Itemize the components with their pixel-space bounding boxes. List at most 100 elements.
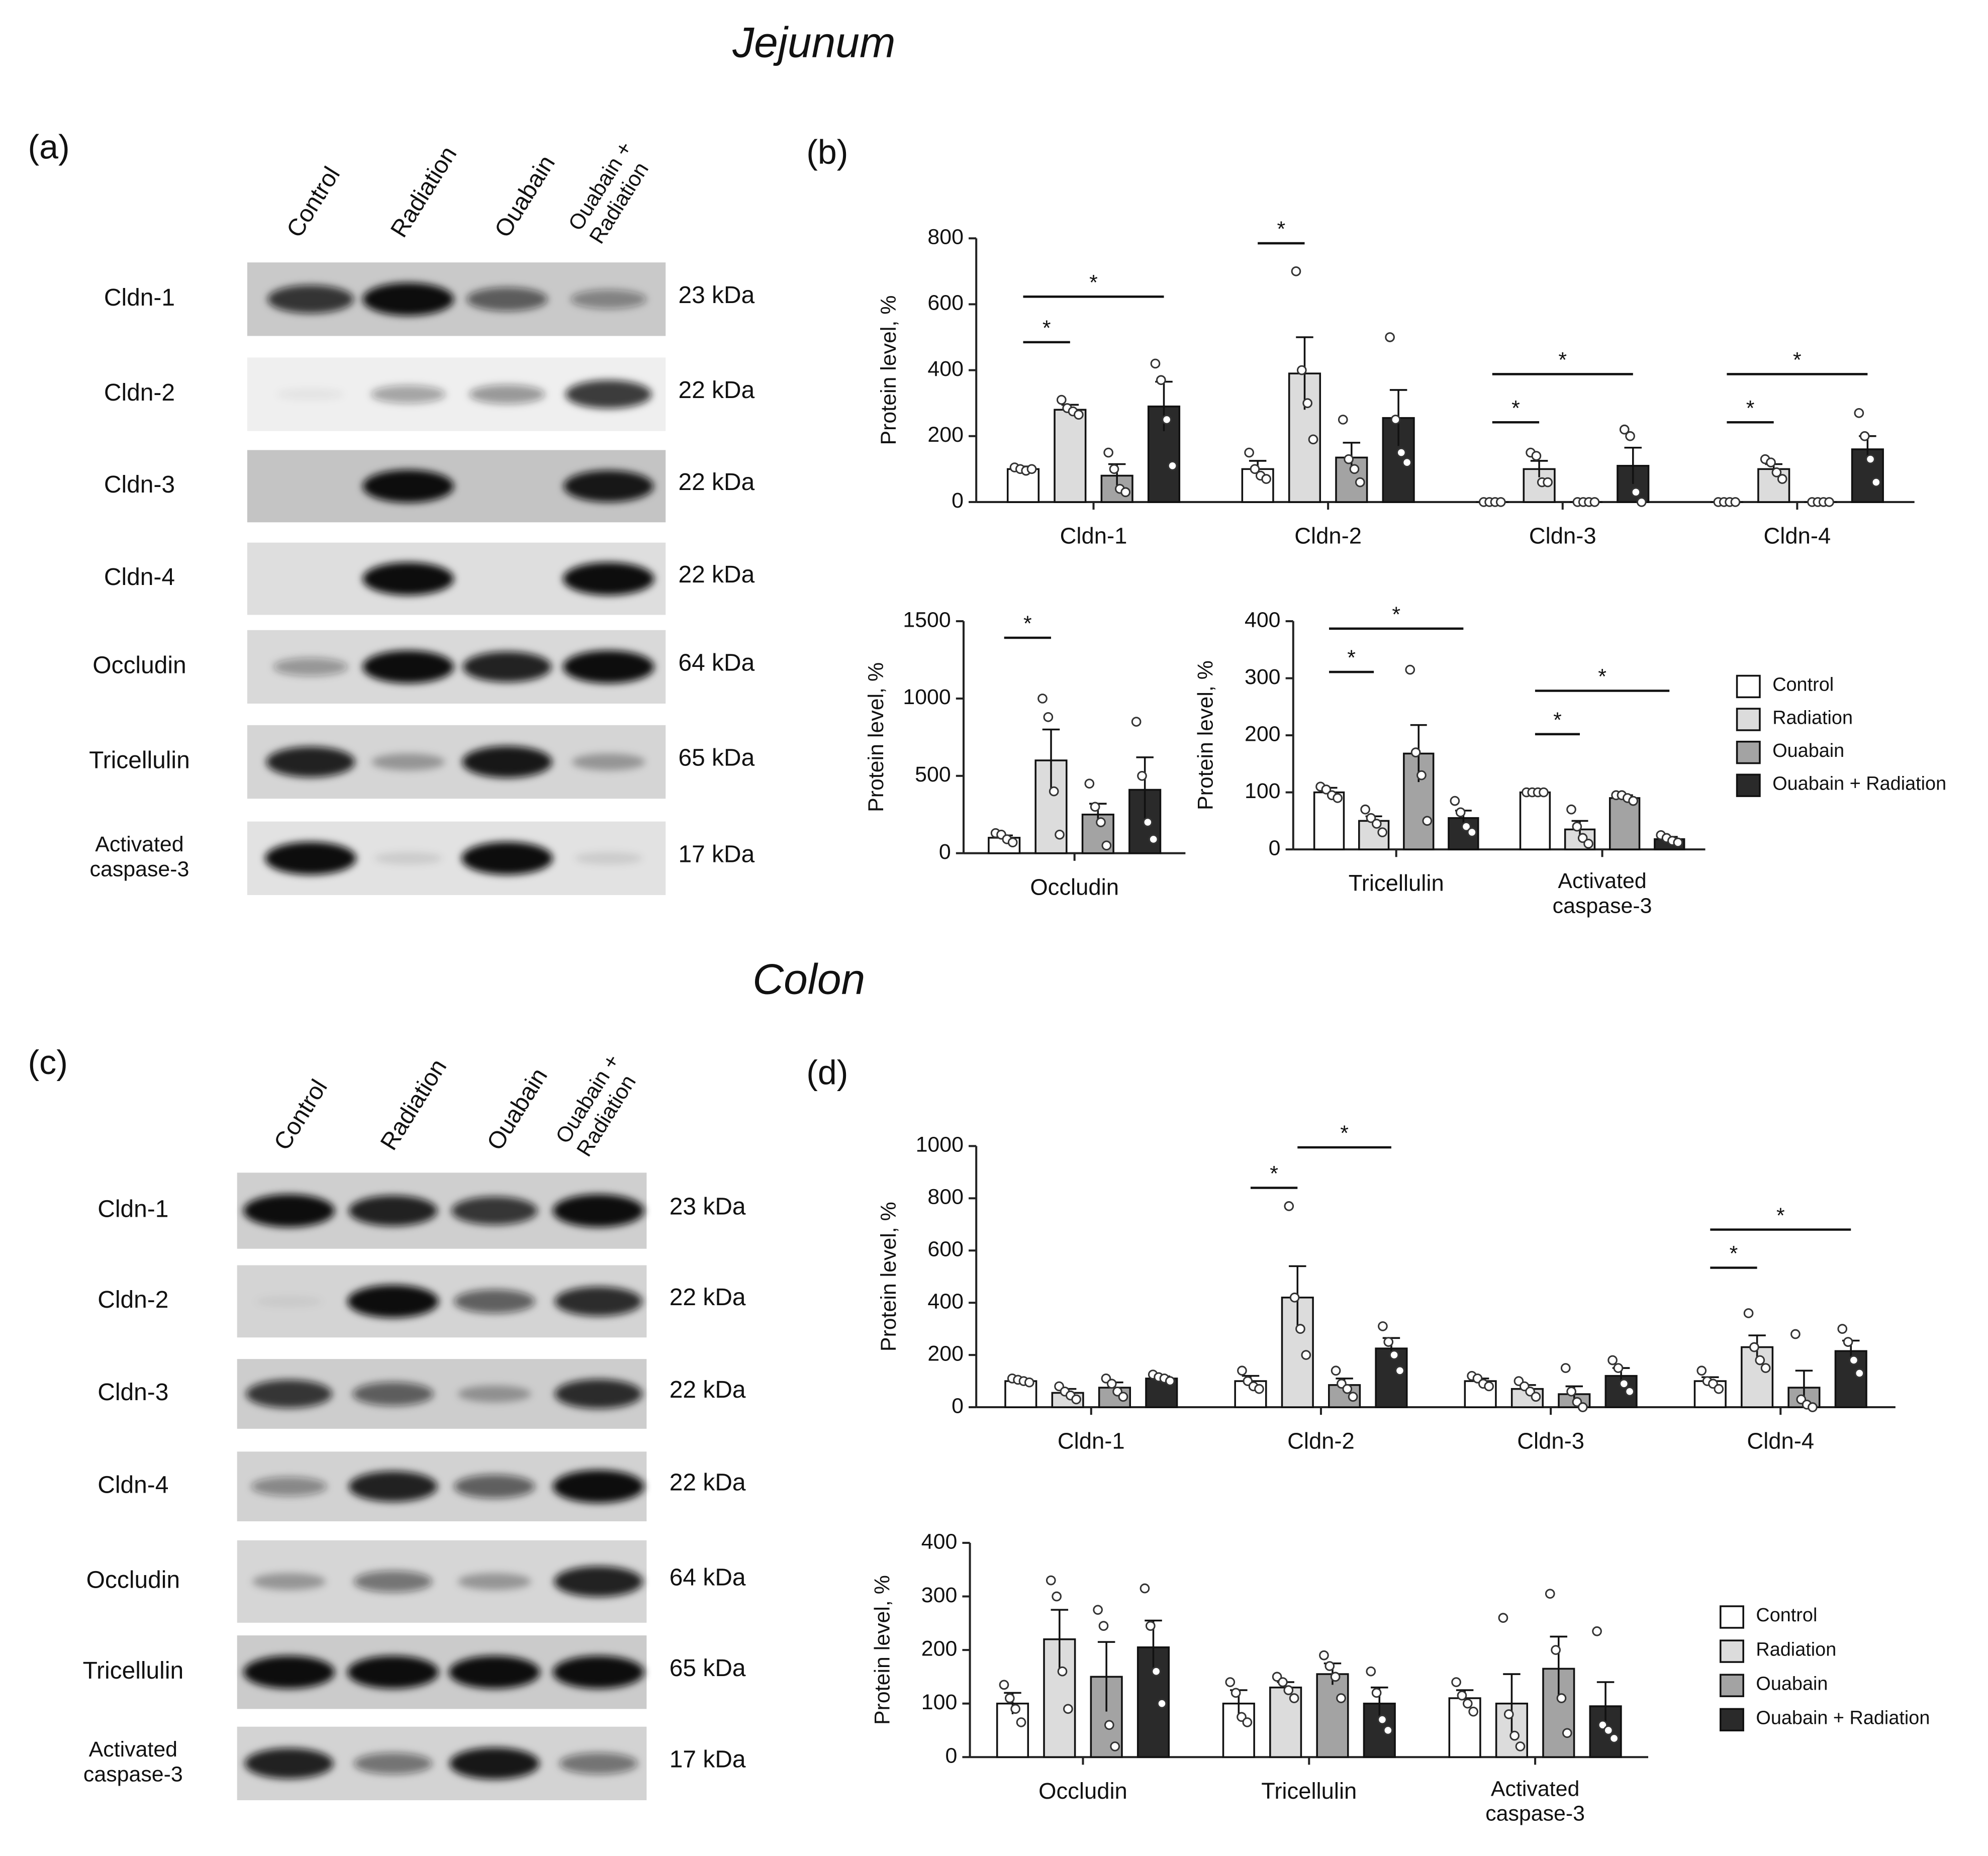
data-point [1760,1363,1771,1373]
y-tick-label: 0 [939,840,951,864]
blot-band [565,380,652,409]
blot-band [243,1655,335,1689]
bar [1316,1673,1349,1759]
protein-label: Occludin [86,1567,180,1594]
data-point [1566,804,1576,815]
data-point [1461,821,1471,832]
size-label: 22 kDa [670,1469,746,1496]
blot-band [353,1752,433,1775]
x-tick-label: Occludin [1030,874,1119,900]
data-point [1422,816,1433,826]
data-point [1056,395,1067,405]
data-point [1377,1714,1387,1725]
y-tick-label: 100 [921,1690,958,1714]
data-point [1296,365,1307,375]
data-point [1010,1704,1021,1714]
data-point [1254,1384,1264,1394]
legend-label: Ouabain [1772,740,1844,761]
data-point [1696,1365,1707,1376]
data-point [1457,1690,1467,1701]
data-point [1865,454,1875,464]
data-point [1261,474,1272,484]
data-point [1101,840,1112,851]
y-tick-label: 200 [927,423,964,447]
blot-band [461,841,553,875]
blot-band [462,746,552,778]
legend-swatch [1720,1674,1744,1697]
x-tick-label: Cldn-2 [1287,1428,1355,1454]
blot-band [266,746,355,777]
data-point [1331,1365,1341,1376]
size-label: 17 kDa [678,841,754,867]
data-point [1771,467,1782,477]
protein-label: Cldn-1 [104,284,175,311]
section-title: Colon [752,955,865,1004]
data-point [1291,266,1301,276]
size-label: 23 kDa [670,1194,746,1220]
data-point [1037,694,1048,704]
data-point [1843,1337,1853,1347]
data-point [1531,451,1542,461]
legend-swatch [1720,1639,1744,1663]
data-point [1046,1575,1056,1586]
y-tick-label: 100 [1245,779,1281,803]
legend-label: Control [1772,674,1834,696]
y-tick-label: 0 [1269,836,1281,860]
blot-band [267,285,354,314]
data-point [1302,398,1312,409]
legend-swatch [1720,1708,1744,1732]
data-point [1871,477,1881,487]
data-point [1338,415,1348,425]
data-point [1383,1725,1393,1735]
data-point [1390,415,1401,425]
blot-band [453,1289,535,1314]
x-tick-label: Cldn-2 [1294,523,1362,549]
data-point [1515,1741,1526,1751]
y-tick-label: 200 [927,1341,964,1365]
data-point [1749,1342,1759,1352]
data-point [1484,1381,1494,1392]
blot-band [571,289,647,309]
data-point [1137,770,1147,781]
blot-band [370,385,446,404]
data-point [1619,1379,1629,1389]
data-point [1371,819,1382,829]
data-point [1859,431,1870,441]
data-point [1321,785,1332,795]
y-tick-label: 800 [927,225,964,249]
size-label: 64 kDa [670,1564,746,1591]
blot-band [246,1380,332,1408]
y-tick-label: 400 [927,357,964,381]
data-point [1366,1666,1376,1677]
y-tick-label: 0 [952,1394,964,1418]
data-point [1283,1685,1294,1695]
size-label: 22 kDa [670,1377,746,1403]
protein-label: Occludin [92,652,186,679]
data-point [1625,1387,1635,1397]
data-point [1566,1387,1576,1397]
significance-label: * [1730,1242,1738,1266]
data-point [1330,1672,1341,1682]
data-point [1366,813,1376,823]
data-point [1106,1379,1117,1389]
data-point [1140,1583,1150,1594]
y-tick-label: 1000 [916,1133,964,1157]
data-point [1324,1661,1335,1671]
data-point [1284,1201,1294,1211]
panel-label: (b) [806,133,848,171]
bar [1054,409,1087,503]
data-point [1156,375,1166,385]
blot-band [562,562,654,596]
data-point [1016,1717,1026,1727]
data-point [1371,1688,1382,1698]
data-point [1509,1730,1520,1741]
data-point [1410,747,1421,757]
data-point [1625,431,1635,441]
data-point [1854,1368,1865,1379]
data-point [1151,1666,1161,1677]
blot-band [371,753,445,770]
data-point [1026,464,1037,474]
data-point [1378,1321,1388,1331]
data-point [1467,827,1477,837]
